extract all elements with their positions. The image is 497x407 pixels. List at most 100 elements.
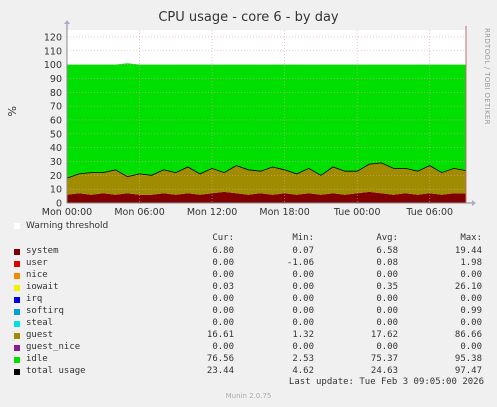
y-tick-label: 110 xyxy=(44,46,62,57)
legend-swatch xyxy=(14,261,20,267)
series-area-system xyxy=(67,191,466,203)
y-tick-label: 100 xyxy=(44,60,62,71)
y-tick-label: 0 xyxy=(56,199,62,210)
legend-avg: 24.63 xyxy=(370,366,398,376)
legend-name: user xyxy=(26,258,48,268)
legend-row: system 6.80 0.07 6.58 19.44 xyxy=(12,246,482,258)
legend-max: 0.99 xyxy=(460,306,482,316)
y-tick-label: 30 xyxy=(50,157,62,168)
legend-row: iowait 0.03 0.00 0.35 26.10 xyxy=(12,282,482,294)
legend-cur: 23.44 xyxy=(206,366,234,376)
legend-min: 0.00 xyxy=(292,342,314,352)
legend-avg: 0.00 xyxy=(376,270,398,280)
legend-min: 0.00 xyxy=(292,282,314,292)
legend-swatch xyxy=(14,333,20,339)
legend-min: 0.00 xyxy=(292,270,314,280)
legend-cur: 0.00 xyxy=(212,306,234,316)
legend-name: iowait xyxy=(26,282,59,292)
legend-min: 0.00 xyxy=(292,306,314,316)
legend-cur: 0.00 xyxy=(212,342,234,352)
y-tick-label: 120 xyxy=(44,32,62,43)
legend-header-avg: Avg: xyxy=(376,233,398,243)
legend-swatch xyxy=(14,249,20,255)
legend-name: guest xyxy=(26,330,54,340)
legend-header-max: Max: xyxy=(460,233,482,243)
legend-row: guest_nice 0.00 0.00 0.00 0.00 xyxy=(12,342,482,354)
legend-avg: 0.00 xyxy=(376,294,398,304)
y-tick-label: 40 xyxy=(50,143,62,154)
legend-row: guest 16.61 1.32 17.62 86.66 xyxy=(12,330,482,342)
legend-cur: 76.56 xyxy=(206,354,234,364)
legend-min: -1.06 xyxy=(286,258,314,268)
x-tick-label: Mon 12:00 xyxy=(187,207,237,218)
legend-min: 0.00 xyxy=(292,318,314,328)
legend-max: 26.10 xyxy=(454,282,482,292)
warning-threshold-label: Warning threshold xyxy=(26,221,109,231)
legend-max: 86.66 xyxy=(454,330,482,340)
legend-swatch xyxy=(14,297,20,303)
x-axis-arrow xyxy=(472,200,476,206)
series-line-total-usage xyxy=(66,162,467,179)
legend-swatch xyxy=(14,357,20,363)
legend-cur: 6.80 xyxy=(212,246,234,256)
legend-row: idle 76.56 2.53 75.37 95.38 xyxy=(12,354,482,366)
legend-avg: 0.00 xyxy=(376,342,398,352)
legend-cur: 0.00 xyxy=(212,318,234,328)
legend-avg: 0.08 xyxy=(376,258,398,268)
legend-max: 95.38 xyxy=(454,354,482,364)
x-tick-label: Mon 18:00 xyxy=(259,207,309,218)
legend-max: 1.98 xyxy=(460,258,482,268)
y-axis-arrow xyxy=(64,20,70,24)
legend-name: idle xyxy=(26,354,48,364)
y-tick-label: 20 xyxy=(50,171,62,182)
legend-row: softirq 0.00 0.00 0.00 0.99 xyxy=(12,306,482,318)
legend-avg: 0.00 xyxy=(376,306,398,316)
legend-swatch xyxy=(14,309,20,315)
legend-header-min: Min: xyxy=(292,233,314,243)
munin-version: Munin 2.0.75 xyxy=(225,392,272,400)
legend-row: steal 0.00 0.00 0.00 0.00 xyxy=(12,318,482,330)
legend-max: 0.00 xyxy=(460,270,482,280)
last-update: Last update: Tue Feb 3 09:05:00 2026 xyxy=(288,377,484,387)
legend-swatch xyxy=(14,285,20,291)
legend-name: system xyxy=(26,246,59,256)
x-tick-label: Mon 06:00 xyxy=(114,207,164,218)
legend-min: 2.53 xyxy=(292,354,314,364)
legend-swatch xyxy=(14,273,20,279)
legend-max: 0.00 xyxy=(460,342,482,352)
legend-avg: 17.62 xyxy=(370,330,398,340)
rrdtool-credit: RRDTOOL / TOBI OETIKER xyxy=(483,28,491,125)
legend-row: irq 0.00 0.00 0.00 0.00 xyxy=(12,294,482,306)
legend-row: nice 0.00 0.00 0.00 0.00 xyxy=(12,270,482,282)
legend-row: total usage 23.44 4.62 24.63 97.47 xyxy=(12,366,482,378)
legend-min: 4.62 xyxy=(292,366,314,376)
legend-max: 97.47 xyxy=(454,366,482,376)
x-tick-label: Mon 00:00 xyxy=(42,207,92,218)
series-area-idle xyxy=(67,63,466,179)
legend-header-cur: Cur: xyxy=(212,233,234,243)
legend-cur: 16.61 xyxy=(206,330,234,340)
warning-threshold-legend: Warning threshold xyxy=(14,221,108,231)
legend-avg: 75.37 xyxy=(370,354,398,364)
legend-cur: 0.00 xyxy=(212,270,234,280)
legend-swatch xyxy=(14,369,20,375)
legend-swatch xyxy=(14,321,20,327)
legend-max: 0.00 xyxy=(460,294,482,304)
legend-name: softirq xyxy=(26,306,64,316)
legend-name: guest_nice xyxy=(26,342,81,352)
legend-max: 19.44 xyxy=(454,246,482,256)
warning-threshold-swatch xyxy=(14,223,20,229)
legend-name: irq xyxy=(26,294,43,304)
legend-row: user 0.00 -1.06 0.08 1.98 xyxy=(12,258,482,270)
legend-header-row: Cur: Min: Avg: Max: xyxy=(12,233,482,246)
x-tick-label: Tue 00:00 xyxy=(333,207,381,218)
chart-title: CPU usage - core 6 - by day xyxy=(158,10,339,25)
legend-cur: 0.00 xyxy=(212,294,234,304)
legend-min: 1.32 xyxy=(292,330,314,340)
y-tick-label: 50 xyxy=(50,129,62,140)
legend-avg: 0.00 xyxy=(376,318,398,328)
legend-name: steal xyxy=(26,318,54,328)
y-tick-label: 10 xyxy=(50,185,62,196)
legend-cur: 0.00 xyxy=(212,258,234,268)
